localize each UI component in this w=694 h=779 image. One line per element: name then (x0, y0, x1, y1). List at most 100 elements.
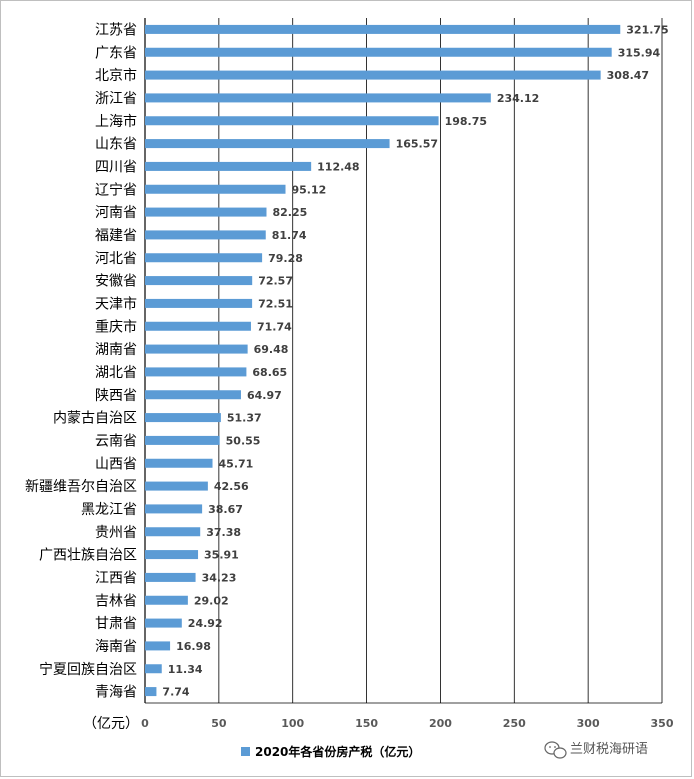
bar (145, 504, 203, 514)
watermark: 兰财税海研语 (544, 741, 648, 759)
bar (145, 276, 253, 286)
bar (145, 413, 221, 423)
bar (145, 458, 213, 468)
category-label: 湖北省 (95, 365, 137, 381)
bar (145, 298, 253, 308)
value-label: 72.57 (258, 275, 293, 288)
category-label: 四川省 (95, 159, 137, 175)
category-label: 黑龙江省 (81, 502, 137, 518)
x-tick-label: 300 (577, 717, 600, 730)
bar (145, 344, 248, 354)
x-tick-label: 100 (281, 717, 304, 730)
x-tick-label: 350 (651, 717, 674, 730)
category-label: 广东省 (95, 45, 137, 61)
value-label: 24.92 (188, 617, 223, 630)
category-label: 青海省 (95, 685, 137, 701)
bar (145, 664, 162, 674)
category-label: 山东省 (95, 137, 137, 153)
category-label: 贵州省 (95, 525, 137, 541)
value-label: 82.25 (272, 206, 307, 219)
category-labels: 江苏省广东省北京市浙江省上海市山东省四川省辽宁省河南省福建省河北省安徽省天津市重… (25, 22, 137, 700)
category-label: 吉林省 (95, 593, 137, 609)
value-label: 11.34 (168, 663, 203, 676)
x-tick-label: 200 (429, 717, 452, 730)
bar (145, 595, 188, 605)
category-label: 新疆维吾尔自治区 (25, 479, 137, 495)
category-label: 辽宁省 (95, 181, 137, 198)
category-label: 浙江省 (95, 91, 137, 107)
value-label: 198.75 (445, 115, 487, 128)
value-label: 64.97 (247, 389, 282, 402)
x-tick-label: 150 (355, 717, 378, 730)
value-label: 71.74 (257, 320, 292, 333)
bar (145, 161, 312, 171)
category-label: 安徽省 (95, 274, 137, 290)
x-tick-label: 250 (503, 717, 526, 730)
category-label: 上海市 (95, 113, 137, 130)
value-label: 315.94 (618, 46, 661, 59)
x-tick-label: 0 (141, 717, 149, 730)
bar (145, 618, 182, 628)
category-label: 广西壮族自治区 (39, 548, 137, 564)
bar (145, 435, 220, 445)
category-label: 湖南省 (95, 342, 137, 358)
value-label: 69.48 (254, 343, 289, 356)
bar (145, 481, 208, 491)
category-label: 福建省 (95, 228, 137, 244)
bar (145, 116, 439, 126)
value-label: 95.12 (292, 183, 327, 196)
wechat-icon (544, 741, 567, 759)
value-label: 45.71 (219, 457, 254, 470)
bar (145, 527, 201, 537)
bar (145, 321, 251, 331)
bar (145, 253, 263, 263)
category-label: 内蒙古自治区 (53, 411, 137, 427)
value-label: 165.57 (396, 138, 438, 151)
value-label: 51.37 (227, 412, 262, 425)
value-label: 68.65 (252, 366, 287, 379)
bar (145, 687, 157, 697)
category-label: 河南省 (95, 205, 137, 221)
category-label: 河北省 (95, 251, 137, 267)
bar (145, 641, 171, 651)
bar (145, 230, 266, 240)
category-label: 山西省 (95, 456, 137, 472)
bar (145, 24, 621, 34)
bar (145, 390, 241, 400)
bar (145, 70, 601, 80)
value-label: 321.75 (626, 23, 668, 36)
value-label: 72.51 (258, 297, 293, 310)
grid-lines (144, 18, 663, 704)
watermark-text: 兰财税海研语 (570, 742, 648, 757)
x-tick-label: 50 (211, 717, 227, 730)
category-label: 云南省 (95, 433, 137, 449)
bar (145, 367, 247, 377)
bar (145, 93, 491, 103)
legend-label: 2020年各省份房产税（亿元） (255, 744, 420, 759)
bar (145, 184, 286, 194)
bars (145, 24, 621, 697)
legend: 2020年各省份房产税（亿元） (241, 744, 420, 759)
x-tick-labels: 0 50 100 150 200 250 300 350 (141, 717, 674, 730)
bar (145, 572, 196, 582)
category-label: 重庆市 (95, 318, 137, 335)
legend-swatch (241, 747, 250, 756)
value-label: 29.02 (194, 594, 229, 607)
category-label: 北京市 (95, 67, 137, 84)
value-label: 308.47 (607, 69, 649, 82)
value-label: 35.91 (204, 549, 239, 562)
value-labels: 321.75 315.94 308.47 234.12 198.75 165.57 112.… (162, 23, 668, 698)
value-label: 112.48 (317, 160, 359, 173)
value-label: 38.67 (208, 503, 243, 516)
value-label: 50.55 (226, 434, 261, 447)
category-label: 陕西省 (95, 388, 137, 404)
category-label: 江西省 (95, 570, 137, 586)
value-label: 7.74 (162, 686, 189, 699)
bar (145, 207, 267, 217)
category-label: 宁夏回族自治区 (39, 661, 137, 678)
category-label: 海南省 (95, 639, 137, 655)
category-label: 天津市 (95, 295, 137, 312)
value-label: 16.98 (176, 640, 211, 653)
